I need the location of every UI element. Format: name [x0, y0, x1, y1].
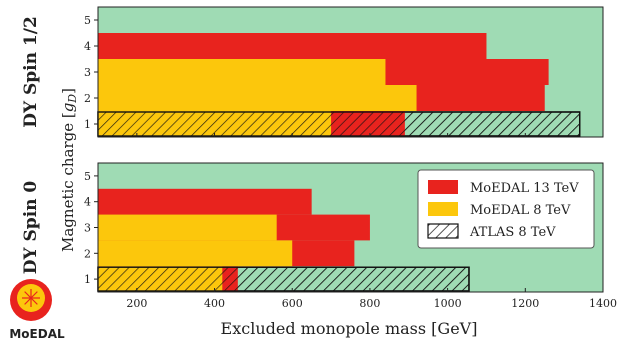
bar-moedal-8tev-charge-2 — [98, 85, 417, 111]
logo-star-ray — [30, 291, 38, 299]
legend: MoEDAL 13 TeV MoEDAL 8 TeV ATLAS 8 TeV — [417, 169, 595, 249]
legend-label: MoEDAL 8 TeV — [470, 203, 571, 218]
y-tick-label: 2 — [84, 247, 91, 260]
y-tick-label: 1 — [84, 273, 91, 286]
legend-swatch — [428, 202, 458, 216]
moedal-logo: MoEDAL — [9, 279, 65, 341]
bar-atlas-8tev-overlay — [97, 266, 470, 292]
legend-label: ATLAS 8 TeV — [469, 225, 556, 240]
logo-star-ray — [24, 291, 32, 299]
bar-atlas-8tev-overlay — [97, 111, 581, 137]
legend-box — [417, 169, 595, 249]
x-tick-label: 1400 — [589, 297, 617, 310]
logo-text: MoEDAL — [9, 327, 65, 341]
y-tick-label: 3 — [84, 66, 91, 79]
y-tick-label: 5 — [84, 14, 91, 27]
legend-label: MoEDAL 13 TeV — [470, 181, 579, 196]
y-tick-label: 3 — [84, 222, 91, 235]
bar-moedal-13tev-charge-4 — [98, 188, 312, 215]
x-tick-label: 1000 — [434, 297, 462, 310]
y-tick-label: 1 — [84, 118, 91, 131]
panel-1: 1 2 3 4 5 DY Spin 1/2 — [21, 6, 604, 138]
x-axis-label: Excluded monopole mass [GeV] — [221, 319, 478, 338]
y-tick-label: 2 — [84, 92, 91, 105]
x-tick-label: 200 — [126, 297, 147, 310]
legend-swatch — [428, 180, 458, 194]
bar-moedal-8tev-charge-3 — [98, 59, 386, 85]
legend-swatch — [427, 223, 459, 239]
x-axis: 200 400 600 800 1000 1200 1400 — [126, 297, 617, 310]
logo-star-ray — [30, 297, 38, 305]
bar-moedal-8tev-charge-3 — [98, 214, 277, 241]
y-axis-label: Magnetic charge [gD] — [59, 88, 79, 252]
x-tick-label: 1200 — [511, 297, 539, 310]
y-tick-label: 4 — [84, 40, 91, 53]
logo-star-ray — [24, 297, 32, 305]
bar-moedal-8tev-charge-2 — [98, 240, 293, 267]
x-tick-label: 400 — [204, 297, 225, 310]
panel-label: DY Spin 0 — [21, 181, 41, 275]
y-tick-label: 4 — [84, 196, 91, 209]
plot-panels: 1 2 3 4 5 DY Spin 1/2 1 2 3 4 5 DY Spin 0 — [21, 6, 604, 293]
x-tick-label: 800 — [359, 297, 380, 310]
x-tick-label: 600 — [282, 297, 303, 310]
bar-moedal-13tev-charge-4 — [98, 33, 487, 59]
y-tick-label: 5 — [84, 170, 91, 183]
logo-star-icon — [21, 289, 40, 307]
panel-label: DY Spin 1/2 — [21, 16, 41, 128]
